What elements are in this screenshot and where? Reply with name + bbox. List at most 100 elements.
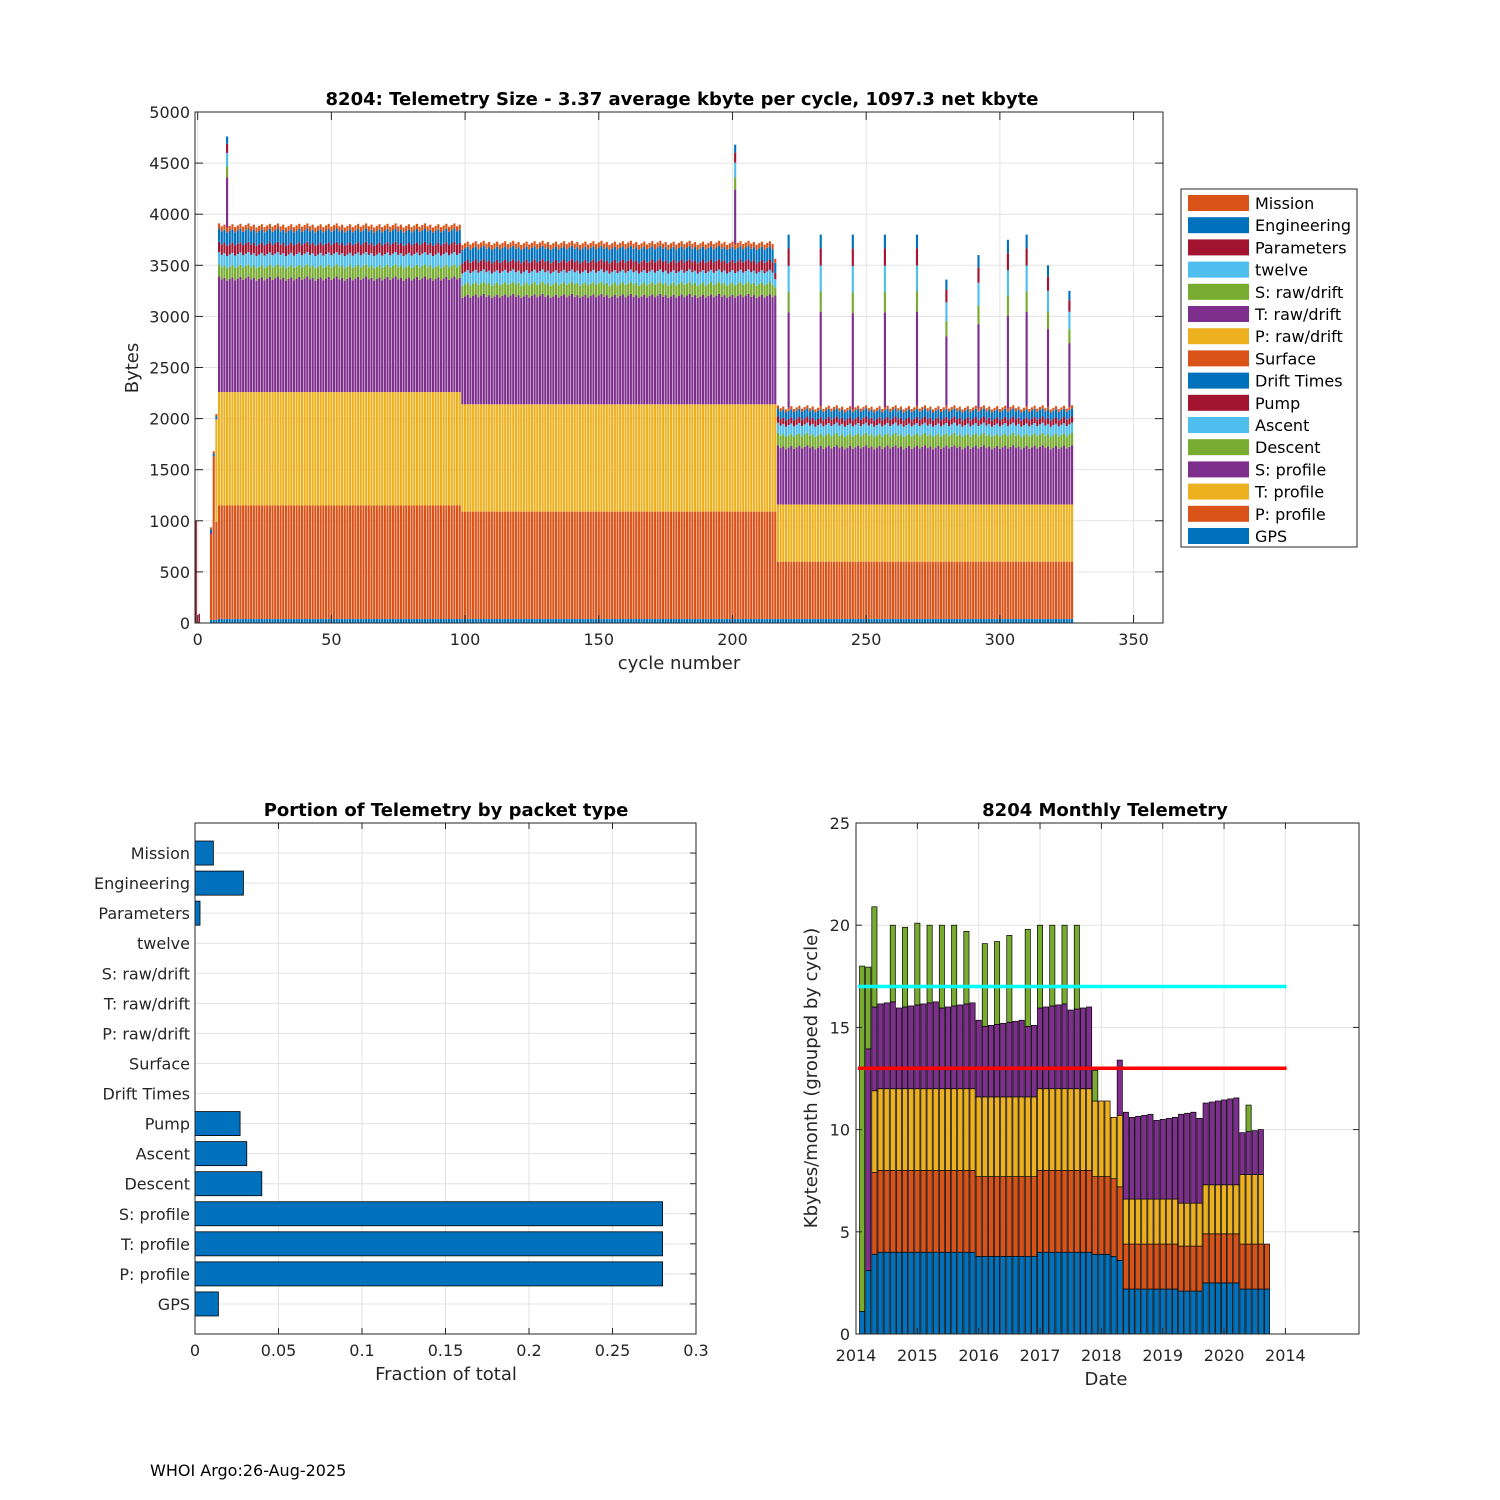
c1-bar-segment bbox=[934, 410, 937, 420]
c3-ticks: 2014 2015 2016 2017 2018 2019 2020 201405101520… bbox=[830, 814, 1359, 1365]
c3-bar-segment bbox=[1227, 1098, 1234, 1186]
c1-bar-segment bbox=[332, 265, 336, 279]
c3-bar-segment bbox=[1165, 1243, 1172, 1290]
c1-bar-segment bbox=[533, 294, 536, 405]
c1-bar-segment bbox=[766, 618, 769, 623]
c1-bar-segment bbox=[640, 284, 643, 297]
c1-bar-segment bbox=[1038, 504, 1042, 562]
c1-xtick-label: 300 bbox=[985, 630, 1016, 649]
c1-bar-segment bbox=[306, 228, 309, 242]
c1-bar-segment bbox=[710, 269, 713, 283]
c1-bar-segment bbox=[966, 445, 969, 505]
c1-bar-segment bbox=[242, 279, 245, 393]
c3-bar-segment bbox=[895, 1088, 902, 1171]
c1-bar-segment bbox=[236, 392, 239, 506]
c1-bar-segment bbox=[410, 505, 413, 619]
c1-bar-segment bbox=[675, 273, 678, 286]
c1-bar-segment bbox=[349, 265, 352, 278]
c1-bar-segment bbox=[923, 422, 927, 433]
c1-bar-segment bbox=[803, 424, 806, 435]
c1-bar-segment bbox=[244, 392, 247, 506]
c1-bar-segment bbox=[239, 228, 242, 243]
c1-bar-segment bbox=[905, 447, 908, 505]
c1-bar-segment bbox=[421, 225, 424, 231]
c1-bar-segment bbox=[926, 448, 929, 505]
c1-bar-segment bbox=[627, 511, 630, 619]
c1-bar-segment bbox=[228, 618, 231, 623]
c1-bar-segment bbox=[458, 618, 461, 623]
c1-bar-segment bbox=[407, 224, 410, 230]
c1-spike-segment bbox=[977, 282, 980, 306]
c1-bar-segment bbox=[899, 446, 903, 505]
c1-bar-segment bbox=[522, 271, 525, 285]
c1-bar-segment bbox=[734, 285, 737, 298]
c1-bar-segment bbox=[512, 240, 515, 246]
c1-bar-segment bbox=[482, 293, 485, 405]
c1-bar-segment bbox=[431, 268, 435, 281]
c1-bar-segment bbox=[319, 242, 322, 253]
c3-bar-segment bbox=[1147, 1113, 1154, 1200]
c1-bar-segment bbox=[739, 269, 742, 283]
c1-bar-segment bbox=[643, 511, 646, 619]
c1-bar-segment bbox=[950, 504, 953, 562]
c1-legend-label: GPS bbox=[1255, 527, 1287, 546]
c1-bar-segment bbox=[624, 297, 627, 405]
c1-bar-segment bbox=[530, 283, 533, 296]
c1-bar-segment bbox=[1012, 408, 1015, 417]
c1-bar-segment bbox=[736, 283, 739, 296]
c1-bar-segment bbox=[961, 426, 964, 437]
c1-bar-segment bbox=[554, 246, 558, 260]
c1-bar-segment bbox=[779, 504, 782, 562]
c1-bar-segment bbox=[627, 271, 630, 284]
c1-bar-segment bbox=[287, 244, 290, 255]
c1-bar-segment bbox=[292, 267, 296, 281]
c1-bar-segment bbox=[231, 392, 234, 506]
c1-bar-segment bbox=[407, 505, 410, 619]
c1-bar-segment bbox=[795, 447, 798, 505]
c1-bar-segment bbox=[595, 297, 598, 405]
c1-bar-segment bbox=[587, 262, 590, 274]
c1-bar-segment bbox=[292, 392, 296, 506]
c1-bar-segment bbox=[1009, 418, 1012, 425]
c1-bar-segment bbox=[365, 241, 368, 253]
c1-bar-segment bbox=[357, 252, 360, 265]
c1-bar-segment bbox=[562, 618, 566, 623]
c1-bar-segment bbox=[311, 253, 314, 266]
c1-bar-segment bbox=[565, 511, 568, 619]
c3-bar-segment bbox=[1067, 1170, 1074, 1253]
c1-bar-segment bbox=[399, 243, 402, 254]
c1-bar-segment bbox=[1001, 504, 1004, 562]
c1-bar-segment bbox=[825, 418, 828, 425]
c3-bar-segment bbox=[1086, 1251, 1093, 1335]
c3-bar-segment bbox=[865, 966, 872, 1050]
c1-bar-segment bbox=[1046, 406, 1050, 410]
c3-bar-segment bbox=[914, 1088, 921, 1171]
c1-spike-segment bbox=[1068, 300, 1071, 312]
c1-bar-segment bbox=[375, 266, 378, 279]
c1-bar-segment bbox=[969, 426, 972, 437]
c1-bar-segment bbox=[683, 511, 686, 619]
c3-bar-segment bbox=[994, 1255, 1001, 1335]
c1-bar-segment bbox=[450, 225, 453, 231]
c1-bar-segment bbox=[923, 408, 927, 417]
c1-bar-segment bbox=[1028, 448, 1031, 505]
c1-bar-segment bbox=[573, 262, 576, 273]
c1-bar-segment bbox=[282, 618, 285, 623]
c1-bar-segment bbox=[664, 241, 667, 248]
c1-bar-segment bbox=[247, 505, 250, 619]
c1-bar-segment bbox=[474, 282, 477, 295]
c3-bar-segment bbox=[1122, 1288, 1129, 1335]
c1-bar-segment bbox=[311, 505, 314, 619]
c3-bar-segment bbox=[957, 1088, 964, 1171]
c1-bar-segment bbox=[306, 392, 309, 506]
c3-title: 8204 Monthly Telemetry bbox=[982, 800, 1228, 821]
c1-bar-segment bbox=[549, 249, 552, 264]
c1-bar-segment bbox=[603, 248, 606, 263]
c1-bar-segment bbox=[512, 269, 515, 282]
c1-bar-segment bbox=[391, 278, 394, 393]
c1-bar-segment bbox=[405, 505, 408, 619]
c1-bar-segment bbox=[517, 270, 520, 283]
c3-xtick-label: 2020 bbox=[1204, 1346, 1245, 1365]
c1-bar-segment bbox=[434, 278, 437, 393]
c1-bar-segment bbox=[429, 224, 432, 230]
